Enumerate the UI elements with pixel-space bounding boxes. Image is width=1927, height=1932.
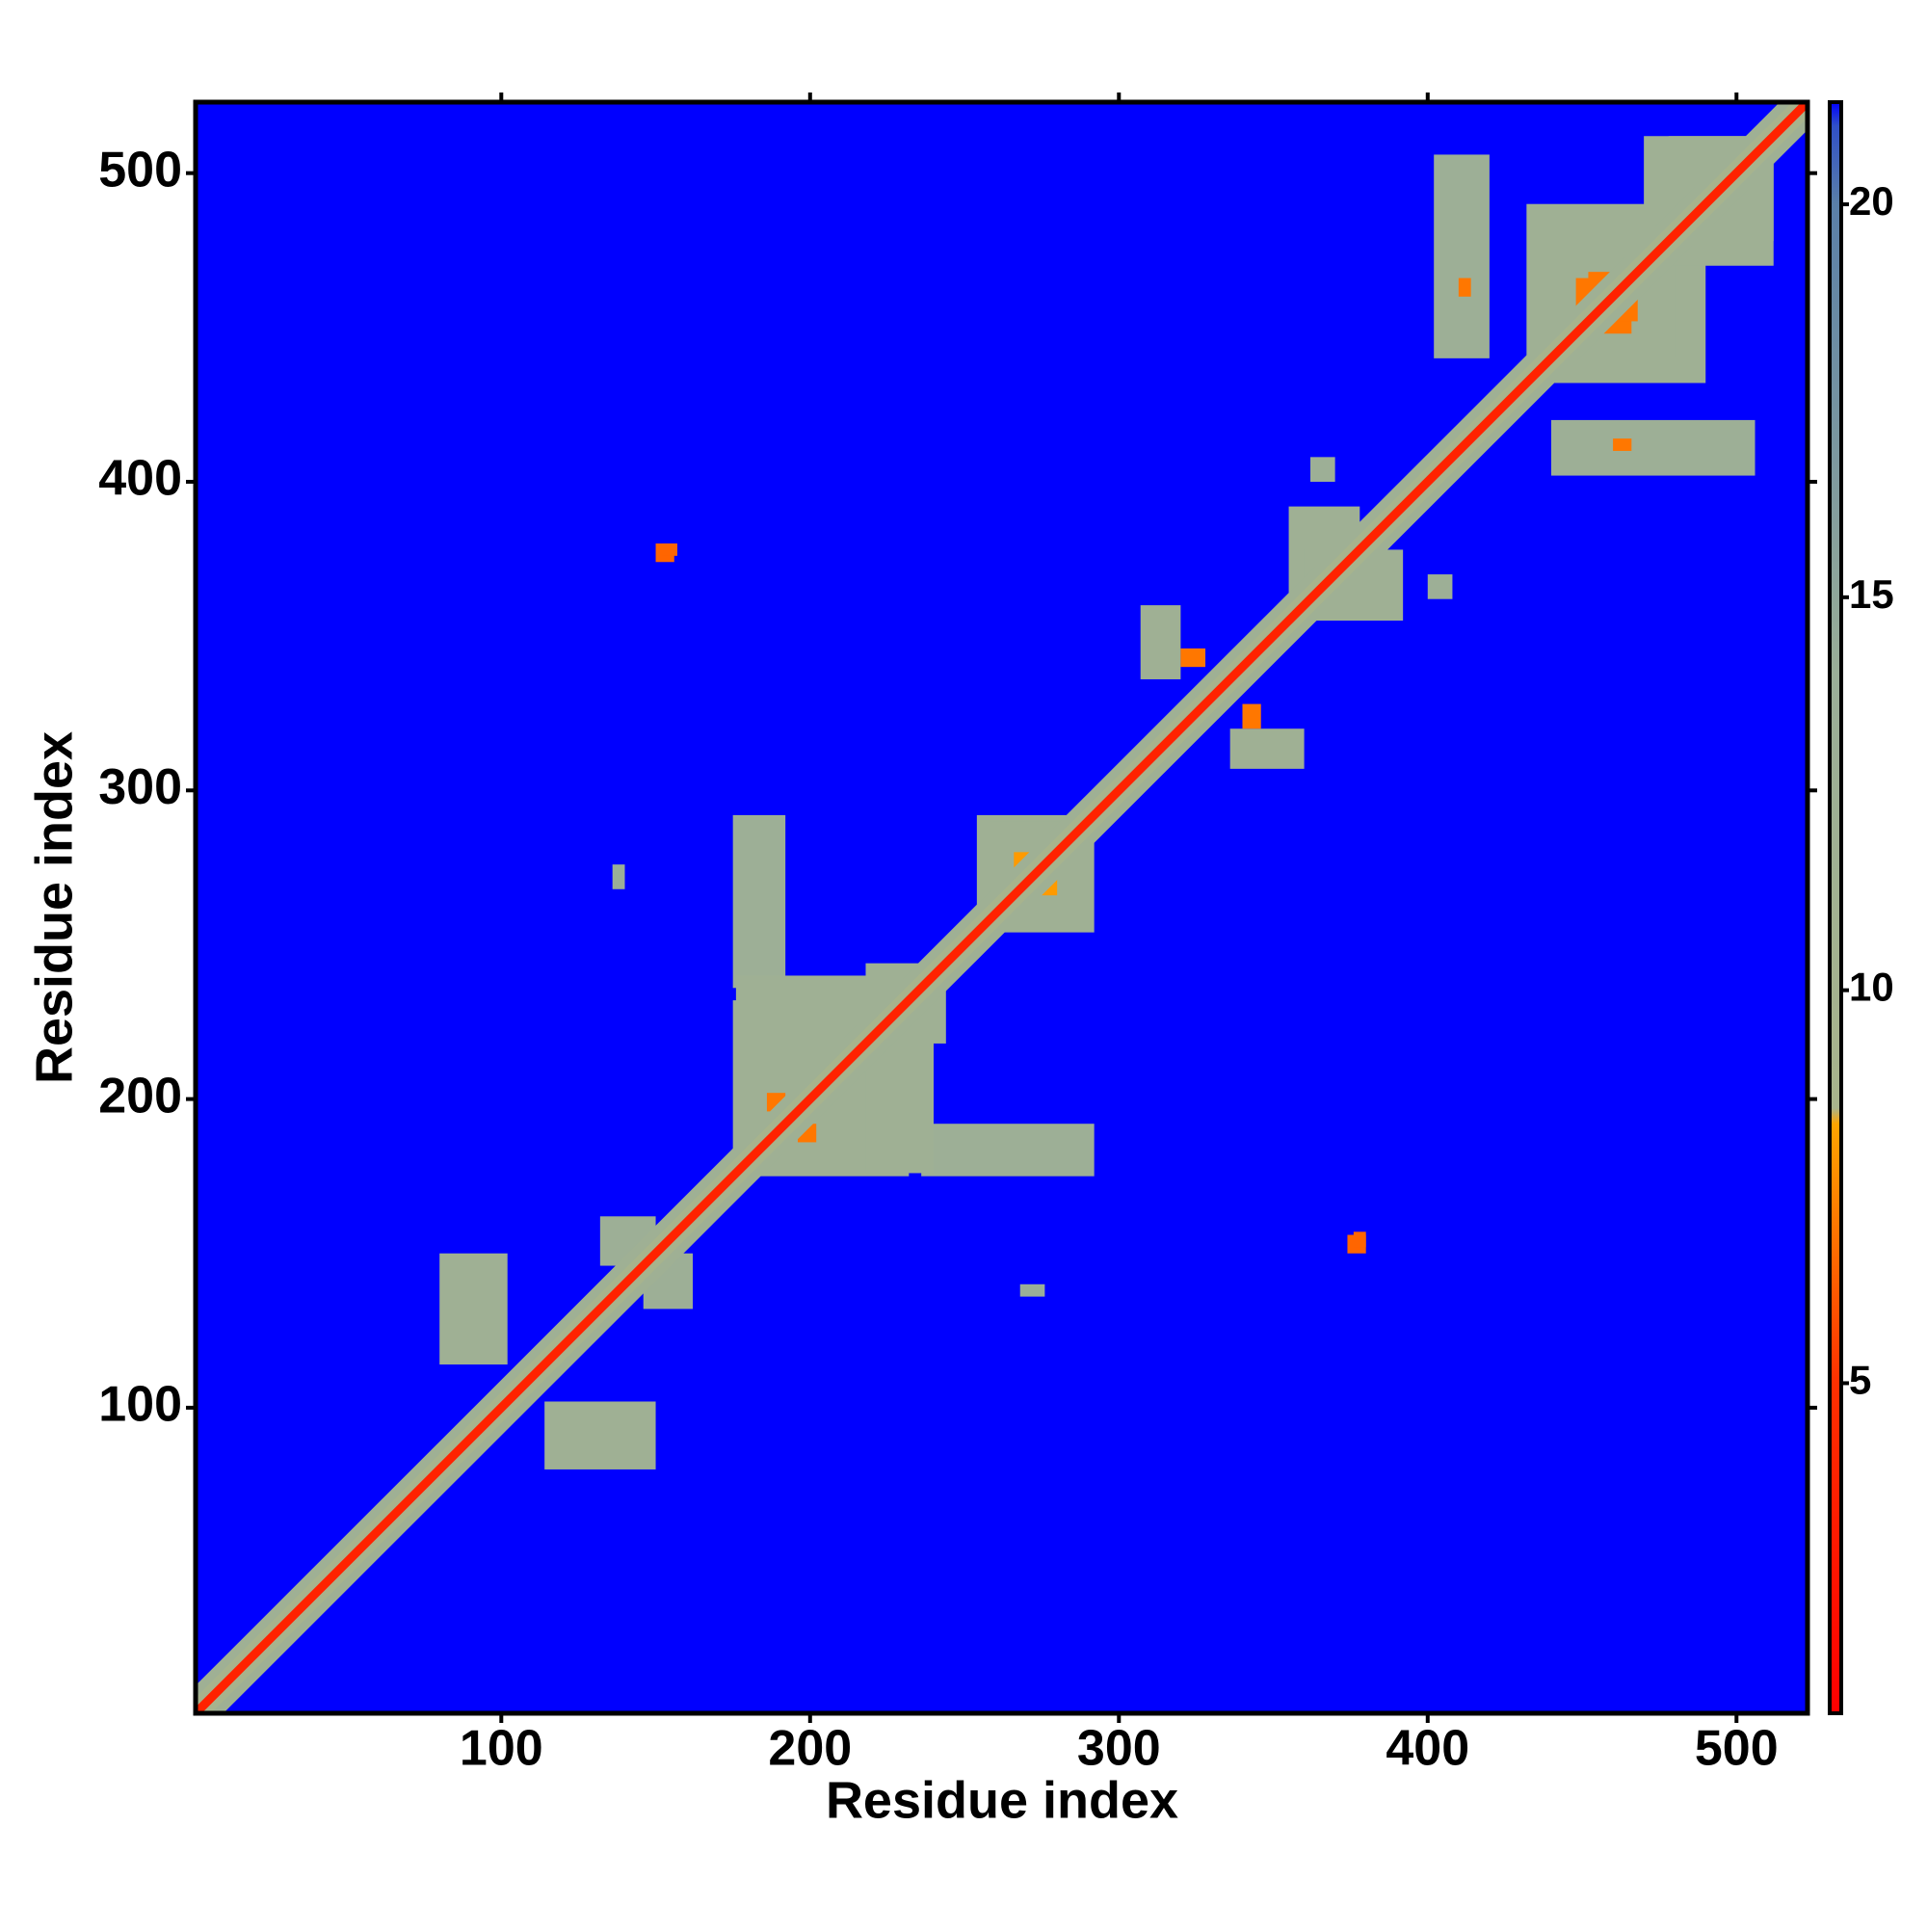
contact-block	[661, 543, 677, 556]
y-tick-label: 400	[98, 451, 182, 507]
contact-block	[1140, 605, 1181, 679]
contact-block	[1550, 419, 1755, 476]
y-tick-label: 200	[98, 1068, 182, 1124]
y-axis-title: Residue index	[25, 731, 83, 1084]
x-tick-label: 300	[1077, 1721, 1161, 1777]
x-axis-title: Residue index	[826, 1771, 1178, 1829]
x-tick-label: 400	[1386, 1721, 1469, 1777]
contact-block	[439, 1253, 508, 1365]
contact-block	[921, 1124, 1095, 1177]
colorbar-tick-label: 15	[1849, 571, 1894, 617]
colorbar-tick-label: 10	[1849, 965, 1894, 1010]
plot-frame	[193, 99, 1810, 1716]
x-tick-label: 200	[768, 1721, 852, 1777]
contact-block	[1353, 1231, 1366, 1248]
y-tick-label: 500	[98, 142, 182, 198]
contact-block	[1229, 728, 1305, 769]
diagonal-band	[196, 102, 1808, 1713]
contact-block	[612, 864, 625, 889]
heatmap-layer	[196, 102, 1808, 1713]
y-tick-label: 300	[98, 759, 182, 815]
y-tick-label: 100	[98, 1377, 182, 1433]
contact-block	[1019, 1284, 1045, 1297]
colorbar-tick-label: 20	[1849, 178, 1894, 224]
contact-block	[1309, 457, 1335, 482]
contact-block	[1427, 574, 1453, 599]
contact-block	[1613, 438, 1632, 451]
contact-block	[732, 814, 786, 989]
contact-block	[1242, 703, 1261, 729]
contact-block	[1180, 648, 1206, 668]
colorbar-tick-label: 5	[1849, 1358, 1871, 1403]
contact-block	[1458, 278, 1471, 297]
contact-block	[1434, 154, 1490, 358]
colorbar	[1828, 100, 1843, 1715]
x-tick-label: 100	[460, 1721, 543, 1777]
x-tick-label: 500	[1695, 1721, 1779, 1777]
contact-block	[544, 1401, 656, 1469]
